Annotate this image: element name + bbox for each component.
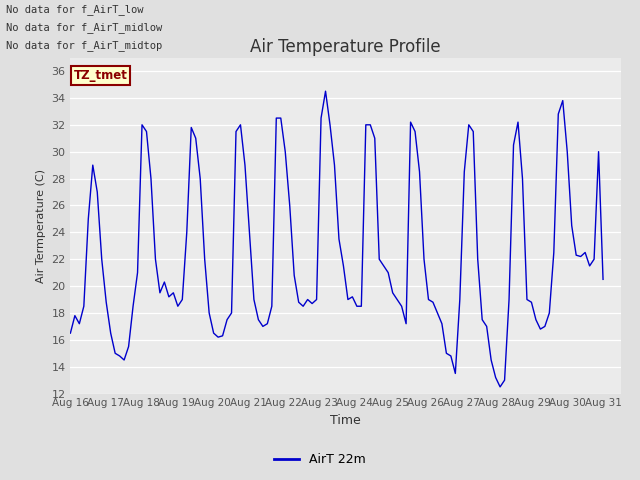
Legend: AirT 22m: AirT 22m	[269, 448, 371, 471]
X-axis label: Time: Time	[330, 414, 361, 427]
Y-axis label: Air Termperature (C): Air Termperature (C)	[36, 168, 45, 283]
Text: TZ_tmet: TZ_tmet	[74, 69, 127, 82]
Text: No data for f_AirT_low: No data for f_AirT_low	[6, 4, 144, 15]
Text: No data for f_AirT_midtop: No data for f_AirT_midtop	[6, 40, 163, 51]
Text: No data for f_AirT_midlow: No data for f_AirT_midlow	[6, 22, 163, 33]
Title: Air Temperature Profile: Air Temperature Profile	[250, 38, 441, 56]
